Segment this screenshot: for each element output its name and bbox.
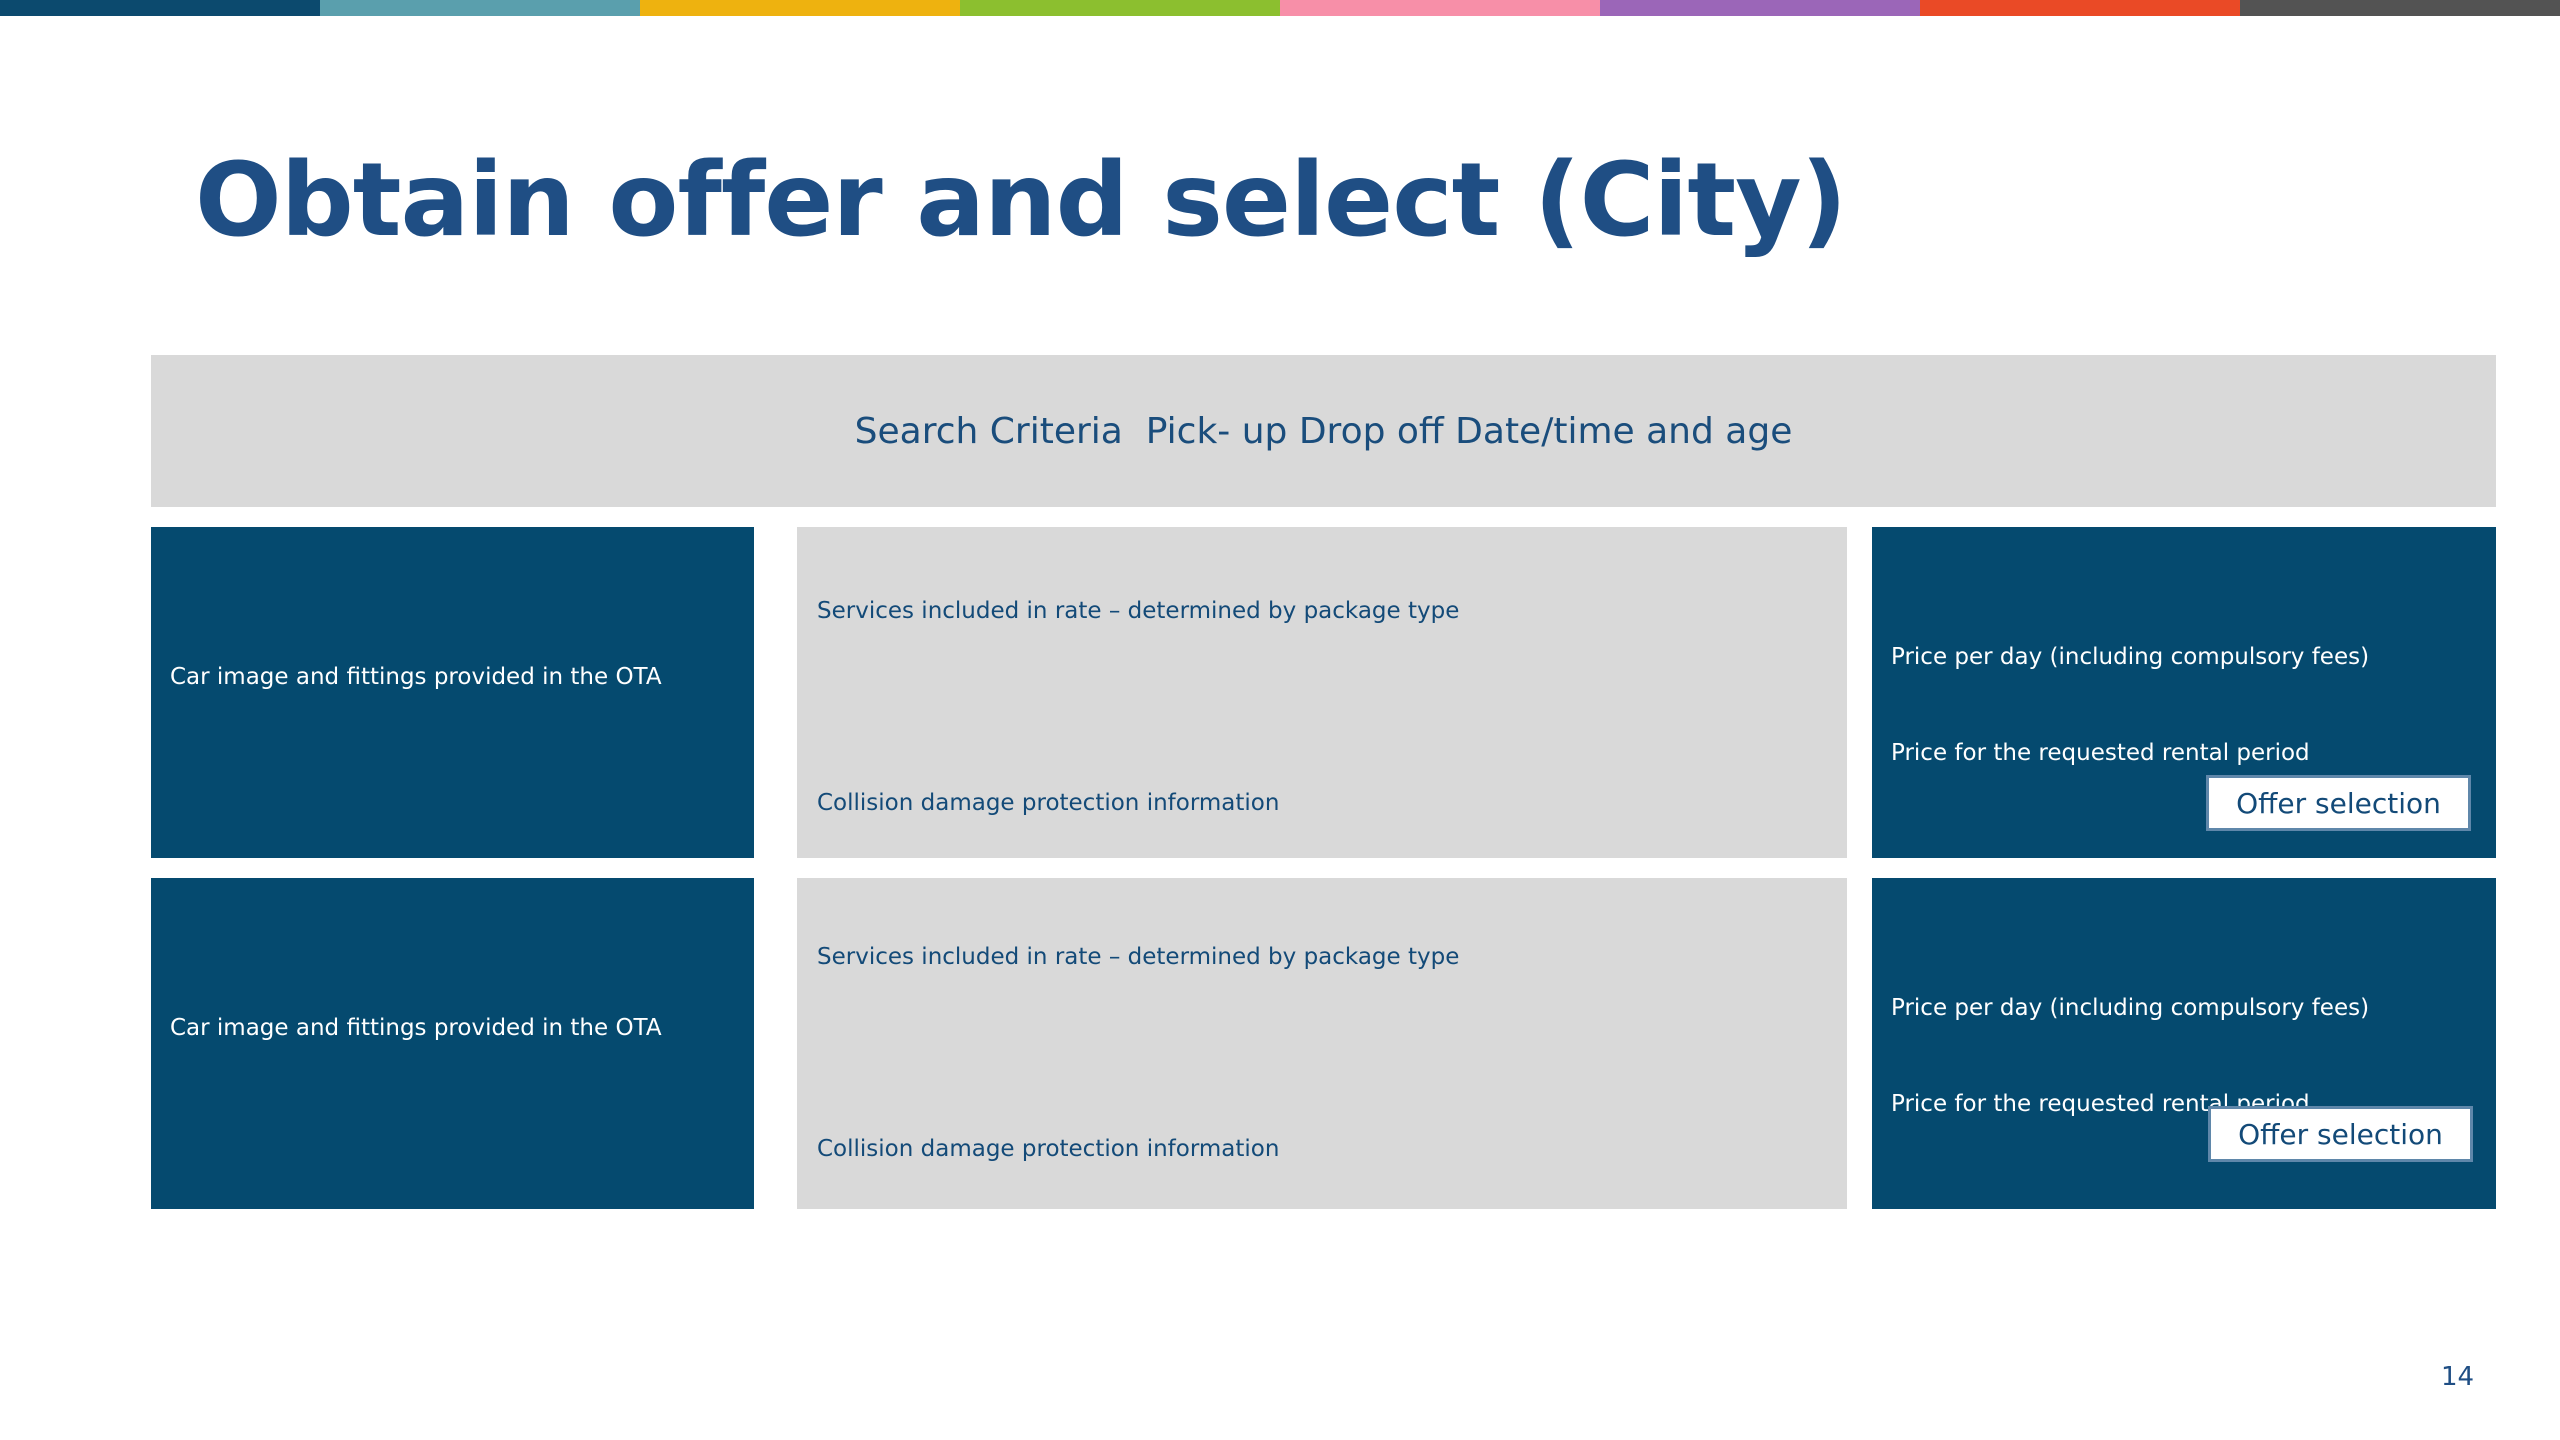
stripe-5 [1280, 0, 1600, 16]
stripe-3 [640, 0, 960, 16]
offer-selection-button[interactable]: Offer selection [2208, 1106, 2473, 1162]
stripe-6 [1600, 0, 1920, 16]
car-image-line: Car image and fittings provided in the O… [170, 664, 662, 690]
stripe-1 [0, 0, 320, 16]
page-number: 14 [2441, 1362, 2475, 1392]
search-criteria-text: Search Criteria Pick- up Drop off Date/t… [854, 410, 1793, 452]
stripe-2 [320, 0, 640, 16]
top-color-stripes [0, 0, 2560, 16]
stripe-7 [1920, 0, 2240, 16]
offer-selection-button[interactable]: Offer selection [2206, 775, 2471, 831]
price-period-line: Price for the requested rental period [1891, 740, 2310, 766]
collision-line: Collision damage protection information [817, 790, 1280, 816]
car-info-box-1: Car image and fittings provided in the O… [151, 527, 754, 858]
price-period-line: Price for the requested rental period [1891, 1091, 2310, 1117]
price-box-1: Price per day (including compulsory fees… [1872, 527, 2496, 858]
services-box-2: Services included in rate – determined b… [797, 878, 1847, 1209]
price-per-day-line: Price per day (including compulsory fees… [1891, 644, 2370, 670]
collision-line: Collision damage protection information [817, 1136, 1280, 1162]
stripe-8 [2240, 0, 2560, 16]
search-criteria-bar: Search Criteria Pick- up Drop off Date/t… [151, 355, 2496, 507]
car-image-line: Car image and fittings provided in the O… [170, 1015, 662, 1041]
car-info-box-2: Car image and fittings provided in the O… [151, 878, 754, 1209]
price-box-2: Price per day (including compulsory fees… [1872, 878, 2496, 1209]
price-per-day-line: Price per day (including compulsory fees… [1891, 995, 2370, 1021]
stripe-4 [960, 0, 1280, 16]
services-box-1: Services included in rate – determined b… [797, 527, 1847, 858]
services-line: Services included in rate – determined b… [817, 598, 1460, 624]
services-line: Services included in rate – determined b… [817, 944, 1460, 970]
slide-title: Obtain offer and select (City) [195, 141, 1847, 260]
